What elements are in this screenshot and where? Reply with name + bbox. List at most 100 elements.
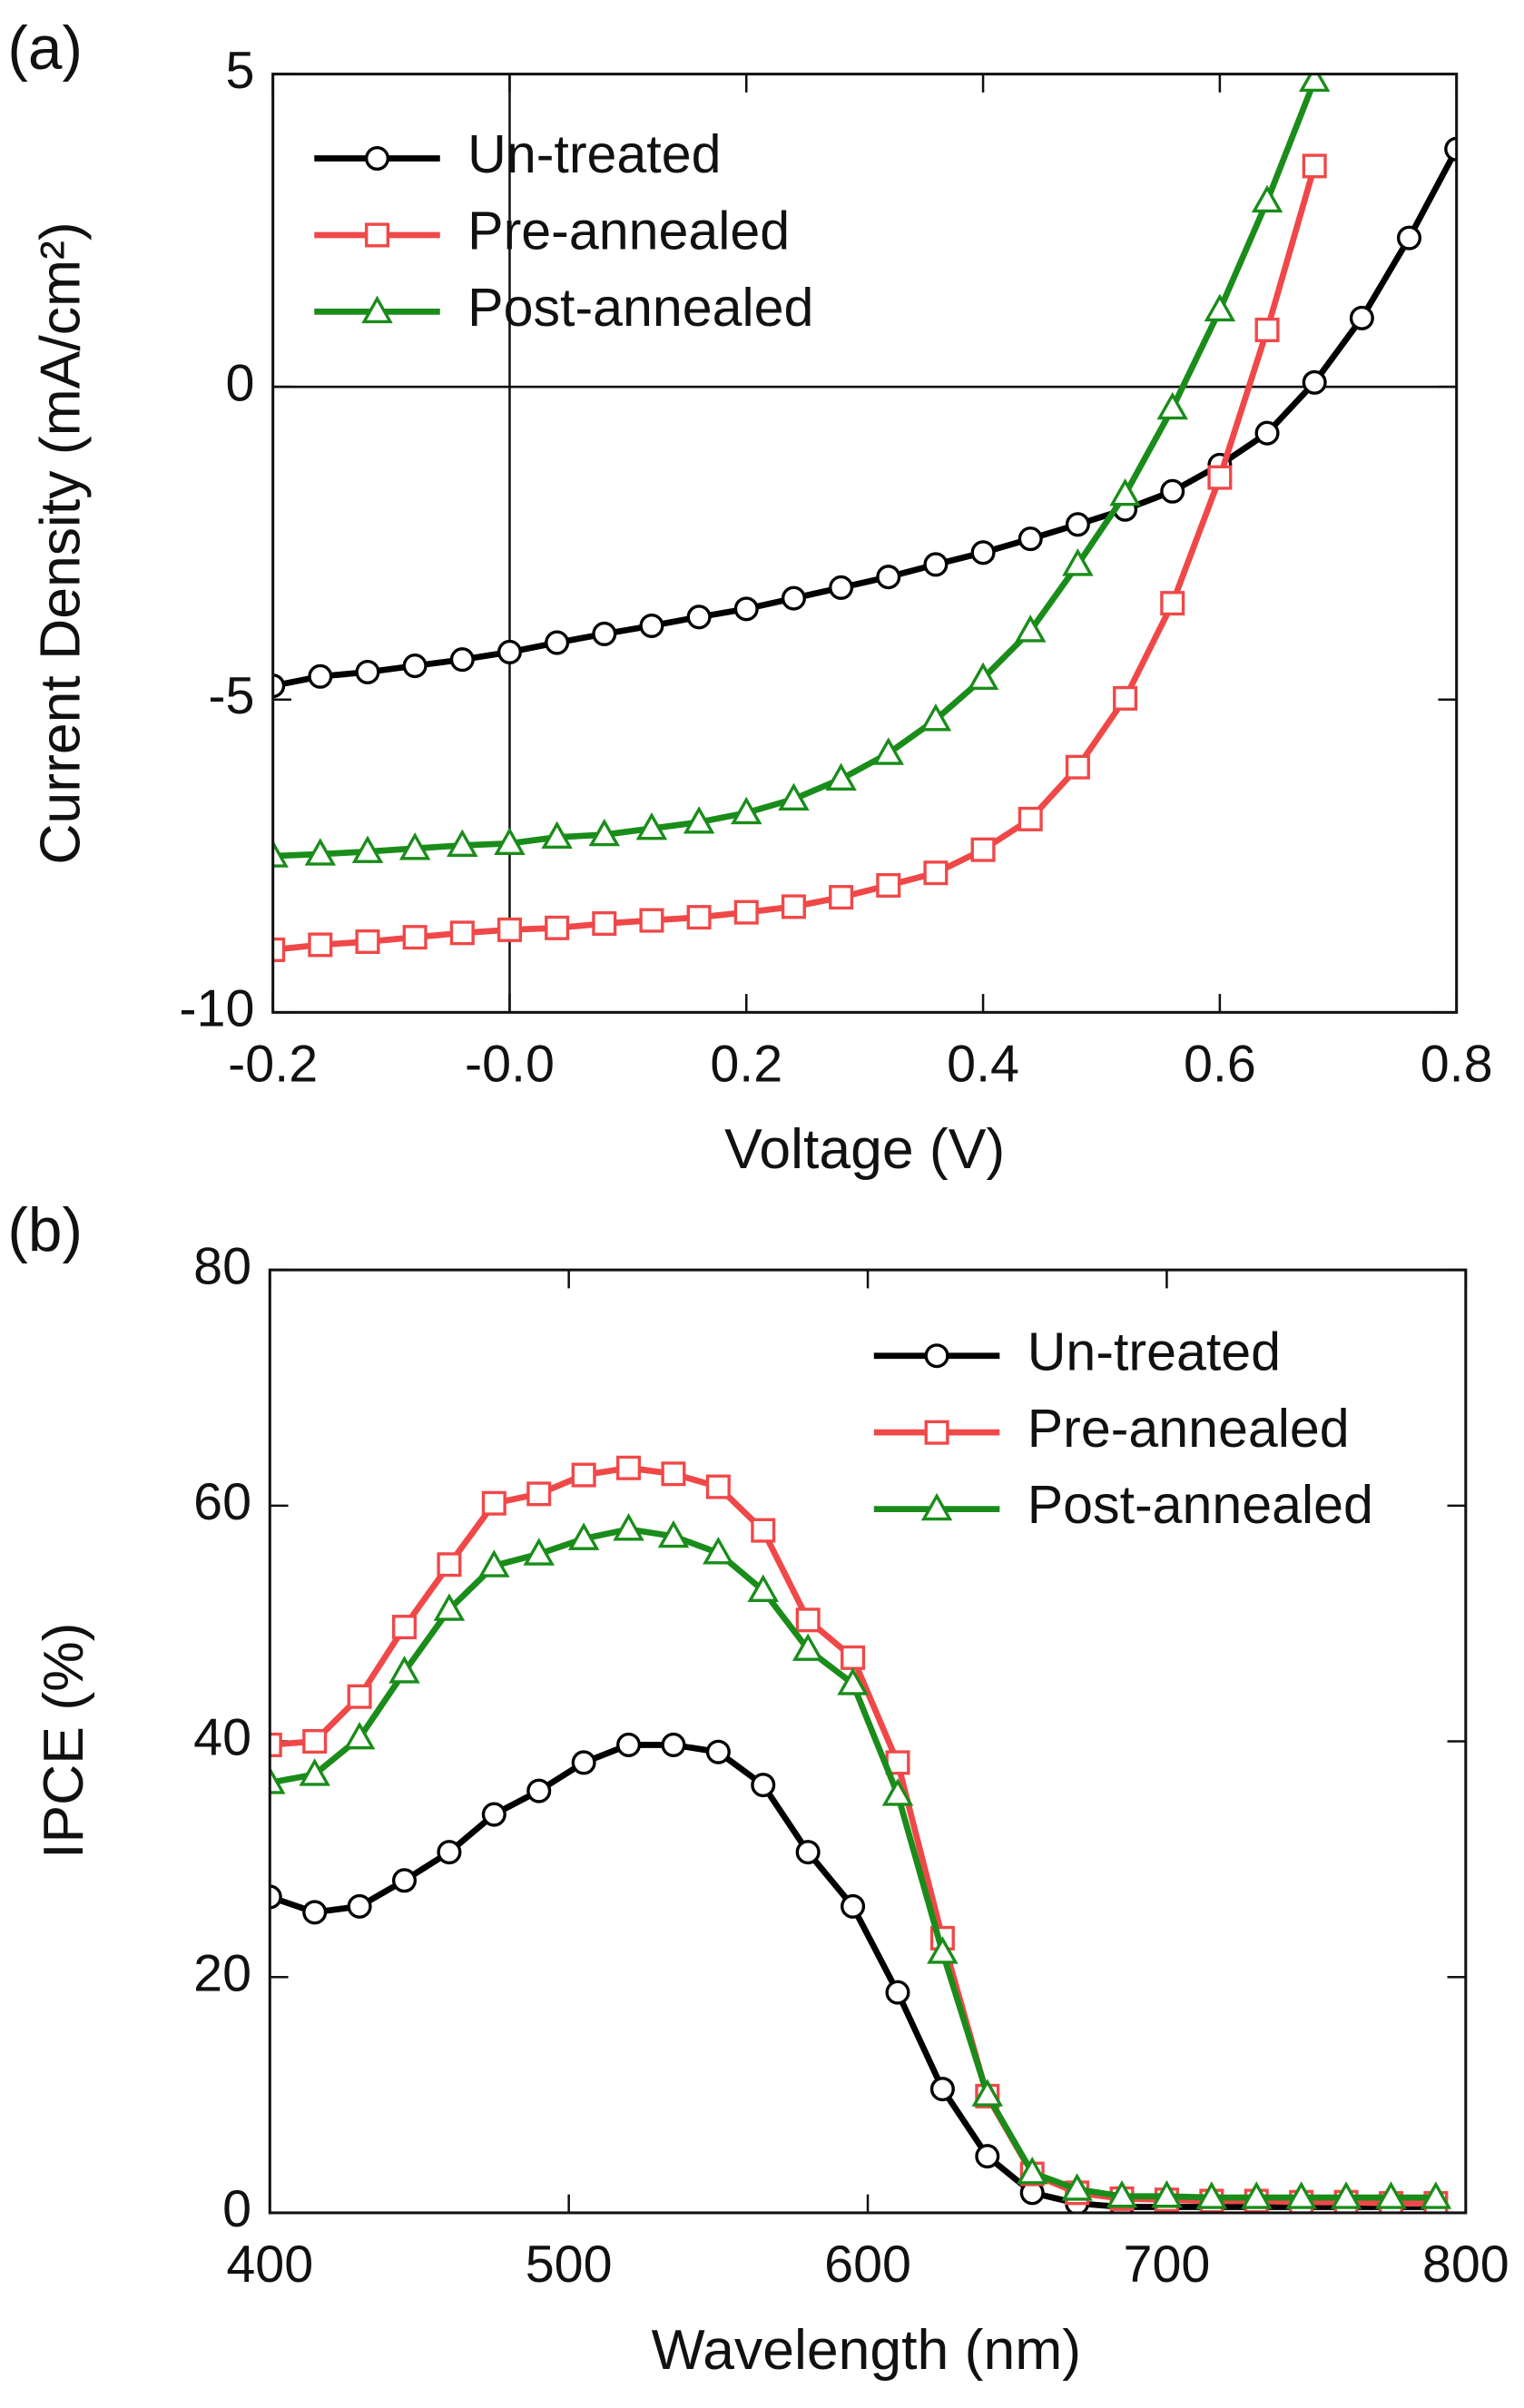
marker	[272, 840, 289, 868]
y-tick-label: 20	[193, 1944, 251, 2002]
x-tick-label: 0.2	[710, 1035, 782, 1093]
marker	[876, 872, 901, 898]
legend-label: Post-annealed	[467, 277, 813, 338]
marker	[733, 899, 759, 925]
marker	[731, 796, 762, 825]
marker	[343, 1721, 376, 1750]
marker	[616, 1455, 642, 1480]
x-axis-label: Wavelength (nm)	[652, 2318, 1081, 2382]
marker	[791, 1633, 824, 1661]
marker	[795, 1840, 821, 1865]
y-tick-label: 5	[225, 42, 254, 100]
marker	[1195, 2181, 1228, 2209]
marker	[829, 575, 854, 600]
marker	[924, 1343, 949, 1369]
marker	[478, 1549, 510, 1577]
marker	[361, 295, 393, 324]
marker	[526, 1481, 552, 1507]
marker	[876, 565, 901, 590]
panel-label: (b)	[7, 1196, 83, 1264]
marker	[1160, 478, 1185, 504]
marker	[1016, 2157, 1048, 2185]
x-tick-label: 700	[1124, 2236, 1211, 2294]
x-tick-label: 400	[226, 2236, 313, 2294]
marker	[571, 1462, 596, 1488]
marker	[355, 659, 380, 684]
marker	[447, 829, 478, 858]
marker	[391, 1868, 418, 1893]
marker	[1109, 477, 1141, 506]
x-tick-label: 600	[824, 2236, 911, 2294]
marker	[592, 910, 617, 937]
marker	[1204, 293, 1236, 322]
plot-area	[270, 1455, 1452, 2213]
legend-label: Pre-annealed	[1027, 1398, 1350, 1459]
marker	[437, 1840, 462, 1865]
marker	[924, 1420, 949, 1445]
marker	[841, 1893, 866, 1919]
marker	[351, 835, 384, 863]
marker	[975, 2144, 1000, 2169]
marker	[308, 663, 333, 689]
marker	[657, 1519, 690, 1548]
marker	[270, 1732, 282, 1757]
marker	[545, 915, 570, 940]
plot-frame	[271, 73, 1459, 1014]
x-axis-label: Voltage (V)	[724, 1117, 1005, 1181]
marker	[661, 1461, 686, 1487]
marker	[635, 811, 668, 840]
marker	[923, 552, 949, 577]
series-line	[272, 79, 1318, 860]
marker	[881, 1778, 914, 1806]
marker	[567, 1522, 600, 1550]
marker	[1285, 2181, 1317, 2209]
marker	[304, 838, 337, 866]
marker	[970, 837, 996, 862]
marker	[523, 1538, 555, 1566]
marker	[1018, 526, 1043, 552]
x-tick-label: -0.2	[228, 1035, 318, 1093]
marker	[825, 762, 857, 791]
marker	[1207, 465, 1233, 490]
marker	[398, 832, 431, 860]
y-tick-label: -10	[179, 980, 254, 1038]
marker	[1065, 512, 1090, 537]
legend-label: Un-treated	[467, 123, 721, 184]
y-axis-label: IPCE (%)	[32, 1623, 95, 1859]
marker	[1240, 2181, 1273, 2209]
marker	[1251, 184, 1283, 213]
marker	[613, 1513, 644, 1541]
marker	[781, 585, 806, 611]
marker	[1061, 2173, 1093, 2201]
marker	[781, 894, 806, 919]
marker	[1018, 806, 1043, 831]
marker	[1349, 305, 1374, 330]
marker	[686, 604, 712, 630]
marker	[449, 647, 475, 673]
y-tick-label: 80	[193, 1237, 251, 1295]
marker	[494, 827, 526, 855]
marker	[526, 1778, 552, 1804]
marker	[841, 1645, 866, 1670]
marker	[481, 1490, 506, 1516]
marker	[1444, 136, 1457, 162]
marker	[1302, 369, 1327, 395]
marker	[365, 145, 390, 172]
marker	[299, 1758, 330, 1786]
marker	[1151, 2179, 1183, 2208]
marker	[703, 1536, 734, 1565]
marker	[747, 1574, 780, 1602]
marker	[751, 1518, 776, 1543]
marker	[1375, 2181, 1407, 2209]
legend-label: Un-treated	[1027, 1321, 1281, 1381]
marker	[1156, 391, 1188, 420]
marker	[1302, 153, 1327, 179]
marker	[1062, 548, 1094, 576]
marker	[302, 1900, 328, 1925]
marker	[923, 860, 949, 886]
marker	[545, 630, 570, 655]
marker	[733, 596, 759, 622]
marker	[481, 1802, 506, 1827]
marker	[616, 1732, 642, 1757]
